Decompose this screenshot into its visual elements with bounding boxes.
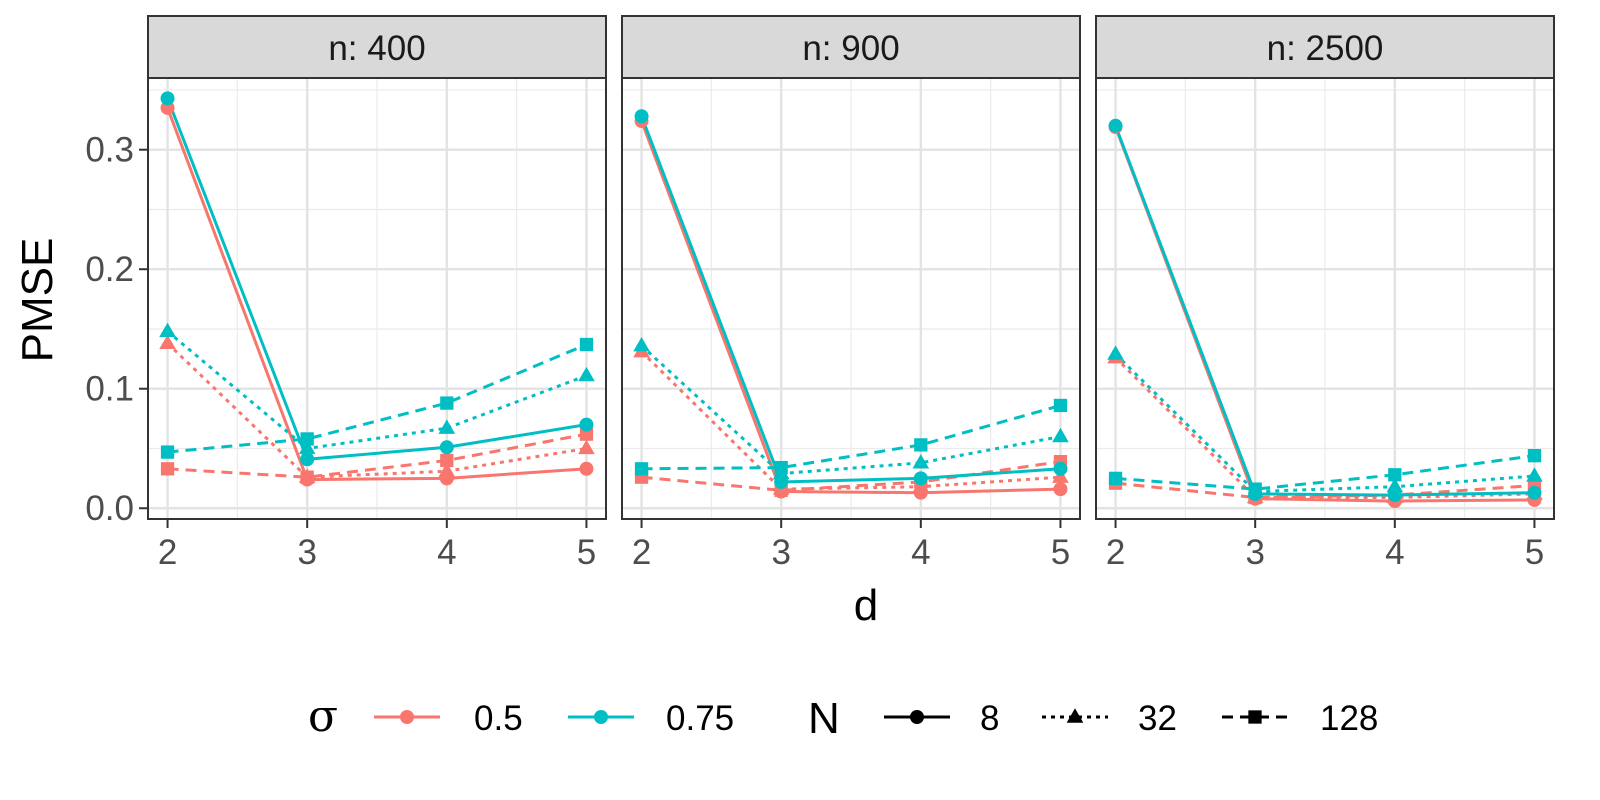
x-tick-label: 2 (632, 533, 651, 572)
legend-key-marker-N-8 (910, 710, 924, 724)
data-point (774, 460, 788, 475)
panels-group: n: 400 2 3 4 5 n: 900 2 3 4 5 n: 2500 2 3 4 5 (147, 15, 1555, 572)
data-point (1248, 482, 1262, 496)
legend-label-N-8: 8 (980, 699, 999, 738)
data-point (578, 439, 595, 455)
series-line-sigma-0.5-N-8 (166, 107, 587, 482)
data-point (1386, 477, 1404, 493)
data-point (1053, 482, 1068, 497)
data-point (913, 471, 928, 486)
series-line-sigma-0.75-N-8 (640, 115, 1061, 484)
data-point (1527, 485, 1542, 500)
legend-label-N-128: 128 (1320, 699, 1378, 738)
data-point (1108, 118, 1123, 133)
legend-label-N-32: 32 (1138, 699, 1177, 738)
y-axis-title: PMSE (13, 238, 62, 363)
legend-label-0.75: 0.75 (666, 699, 734, 738)
data-point (300, 452, 315, 467)
x-tick-label: 3 (1245, 533, 1264, 572)
data-point (298, 439, 316, 455)
data-point (1388, 468, 1402, 482)
y-tick-label: 0.2 (85, 250, 134, 289)
x-tick-label: 4 (1385, 533, 1404, 572)
facet-strip-label: n: 2500 (1267, 29, 1384, 68)
legend-key-marker-0.5 (400, 710, 414, 724)
data-point (300, 432, 314, 446)
data-point (440, 453, 454, 468)
facet-strip-label: n: 900 (802, 29, 899, 68)
x-tick-label: 3 (771, 533, 790, 572)
legend-title-sigma: σ (308, 691, 338, 742)
data-point (159, 334, 176, 350)
facet-strip (621, 15, 1081, 79)
x-tick-label: 4 (437, 533, 456, 572)
series-line-sigma-0.5-N-128 (641, 460, 1061, 492)
legend-key-marker-N-32 (1066, 708, 1084, 723)
data-point (914, 438, 928, 452)
facet-strip (1095, 15, 1555, 79)
x-tick-label: 4 (911, 533, 930, 572)
data-point (438, 419, 456, 434)
data-point (160, 462, 175, 476)
y-tick-label: 0.3 (85, 131, 134, 170)
series-line-sigma-0.75-N-128 (167, 343, 588, 454)
series-line-sigma-0.75-N-128 (1115, 454, 1535, 491)
panel-2: n: 900 2 3 4 5 (621, 15, 1081, 572)
data-point (438, 462, 456, 477)
y-axis: 0.0 0.1 0.2 0.3 (85, 131, 148, 528)
y-tick-label: 0.1 (85, 370, 134, 409)
series-line-sigma-0.75-N-8 (166, 97, 587, 461)
legend-title-N: N (808, 694, 840, 743)
series-line-sigma-0.5-N-128 (167, 432, 587, 479)
series-line-sigma-0.5-N-8 (640, 120, 1061, 495)
data-point (159, 322, 176, 338)
x-tick-label: 5 (577, 533, 596, 572)
data-point (578, 366, 595, 382)
series-line-sigma-0.75-N-32 (1114, 353, 1535, 494)
data-point (1053, 398, 1068, 413)
data-point (1527, 449, 1542, 463)
x-tick-label: 5 (1525, 533, 1544, 572)
data-point (1526, 467, 1543, 482)
series-line-sigma-0.5-N-32 (640, 350, 1061, 491)
data-point (579, 427, 594, 441)
data-point (633, 336, 650, 352)
facet-strip-label: n: 400 (328, 29, 425, 68)
legend-key-marker-N-128 (1248, 710, 1262, 724)
data-point (912, 454, 930, 469)
data-point (634, 462, 649, 476)
data-point (1107, 345, 1124, 360)
data-point (1108, 471, 1123, 486)
data-point (160, 91, 175, 106)
data-point (440, 396, 454, 410)
series-line-sigma-0.5-N-128 (1115, 481, 1535, 499)
series-line-sigma-0.75-N-8 (1114, 125, 1535, 497)
data-point (160, 445, 175, 459)
x-axis-title: d (854, 581, 878, 630)
y-tick-label: 0.0 (85, 489, 134, 528)
facet-strip (147, 15, 607, 79)
data-point (300, 470, 314, 484)
x-tick-label: 2 (158, 533, 177, 572)
data-point (579, 461, 594, 476)
panel-3: n: 2500 2 3 4 5 (1095, 15, 1555, 572)
x-tick-label: 3 (297, 533, 316, 572)
data-point (634, 109, 649, 124)
x-tick-label: 2 (1106, 533, 1125, 572)
x-tick-label: 5 (1051, 533, 1070, 572)
series-line-sigma-0.5-N-32 (1114, 356, 1535, 499)
data-point (579, 337, 594, 352)
legend-label-0.5: 0.5 (474, 699, 523, 738)
panel-1: n: 400 2 3 4 5 (147, 15, 607, 572)
data-point (1053, 461, 1068, 476)
series-line-sigma-0.75-N-32 (166, 330, 587, 451)
legend-key-marker-0.75 (594, 710, 608, 724)
data-point (579, 417, 594, 432)
legend: σ 0.5 0.75 N 8 32 128 (308, 691, 1378, 743)
data-point (439, 440, 454, 455)
data-point (1052, 427, 1069, 443)
series-line-sigma-0.5-N-32 (166, 342, 587, 479)
